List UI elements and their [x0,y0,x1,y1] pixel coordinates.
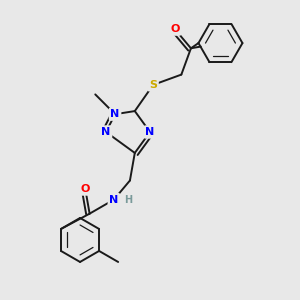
Text: O: O [81,184,90,194]
Text: S: S [149,80,157,90]
Text: H: H [124,195,132,205]
Text: N: N [109,195,119,205]
Text: N: N [101,127,111,137]
Text: N: N [146,127,154,137]
Text: N: N [110,109,120,119]
Text: O: O [170,24,179,34]
